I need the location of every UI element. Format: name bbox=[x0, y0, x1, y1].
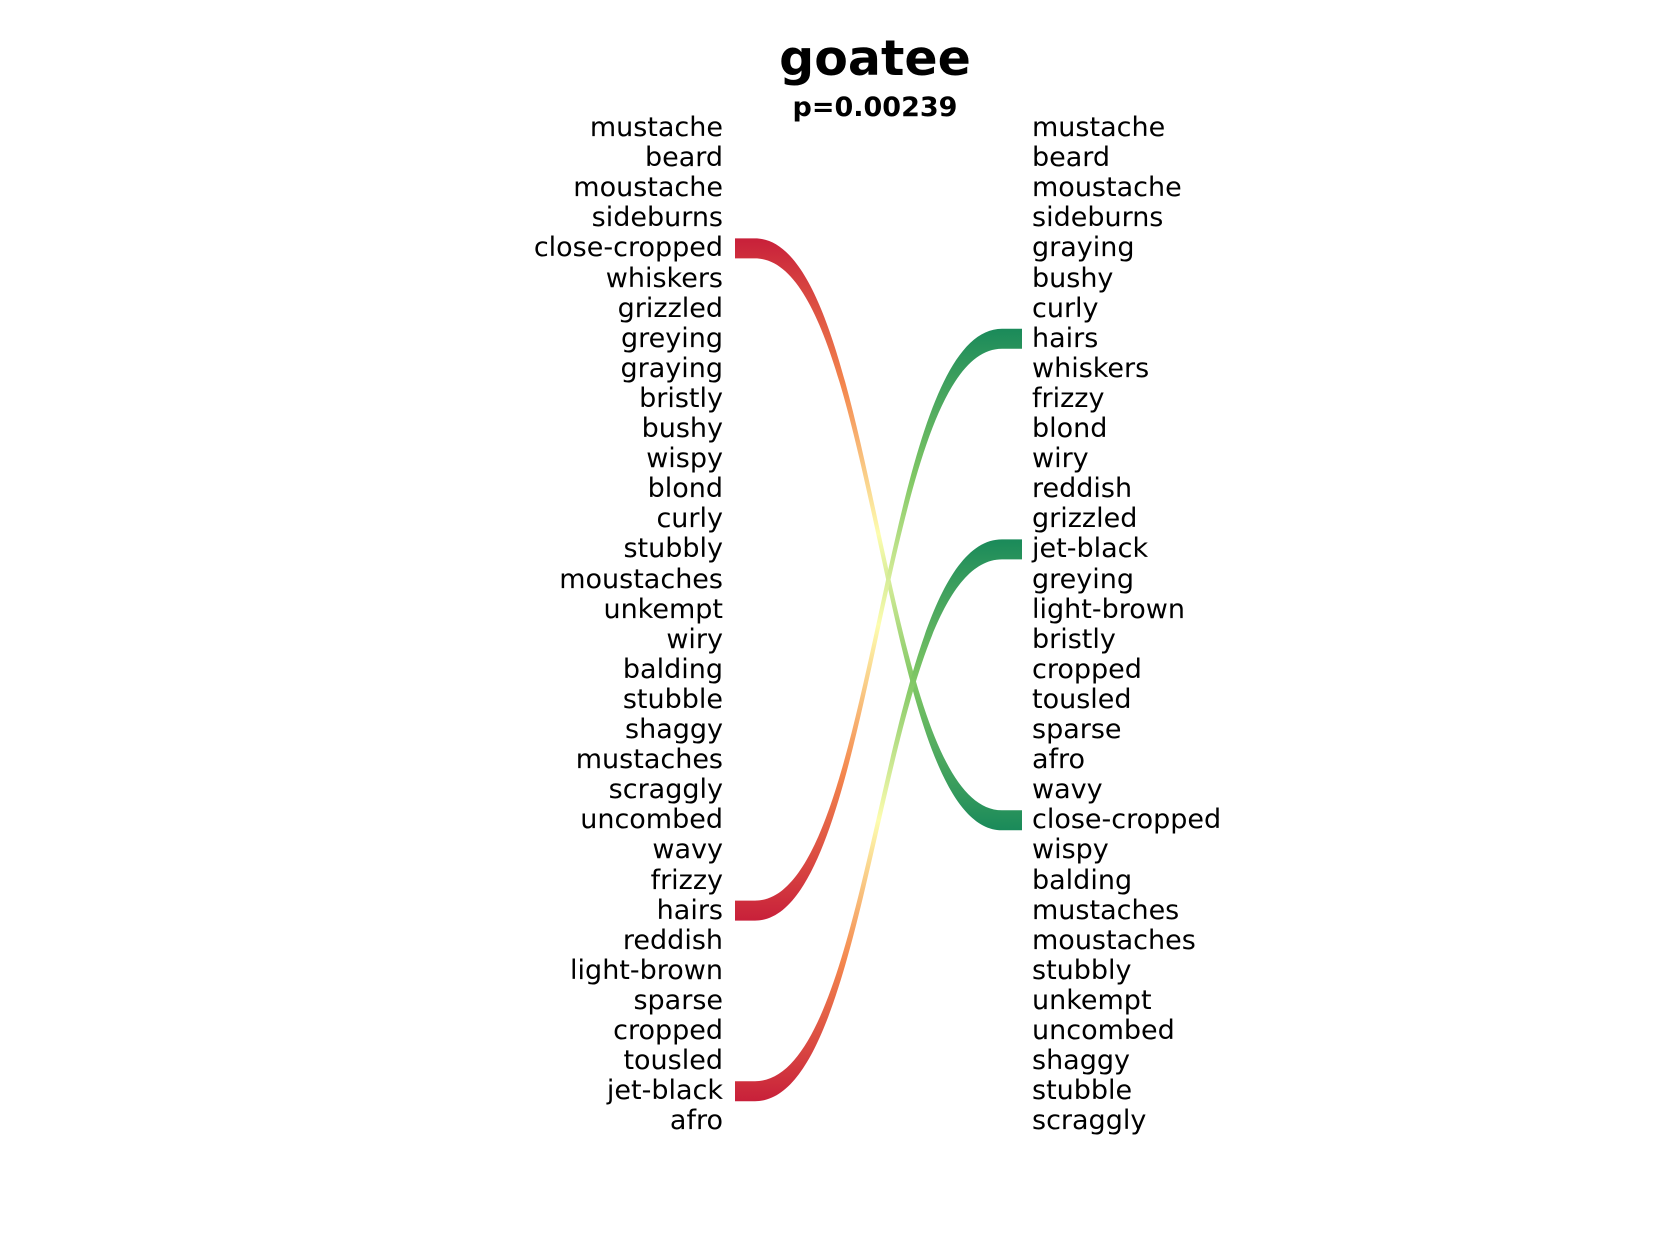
left-word-28: reddish bbox=[622, 924, 723, 956]
left-word-20: stubble bbox=[622, 683, 723, 715]
left-word-24: uncombed bbox=[580, 804, 723, 836]
left-word-21: shaggy bbox=[625, 714, 723, 745]
right-word-5: graying bbox=[1032, 232, 1135, 264]
chart-subtitle: p=0.00239 bbox=[792, 92, 958, 123]
left-word-26: frizzy bbox=[650, 864, 723, 896]
left-word-22: mustaches bbox=[575, 744, 723, 776]
link-hairs bbox=[735, 328, 1022, 921]
left-word-34: afro bbox=[669, 1105, 723, 1137]
right-word-8: hairs bbox=[1032, 322, 1099, 354]
right-word-15: jet-black bbox=[1032, 533, 1149, 565]
link-group bbox=[735, 238, 1022, 1102]
left-word-6: whiskers bbox=[605, 262, 723, 294]
left-word-14: curly bbox=[656, 503, 723, 535]
left-word-10: bristly bbox=[639, 382, 723, 414]
right-word-13: reddish bbox=[1032, 473, 1133, 505]
right-word-4: sideburns bbox=[1032, 202, 1164, 234]
right-word-19: cropped bbox=[1032, 653, 1142, 685]
chart-title: goatee bbox=[779, 30, 971, 87]
left-word-29: light-brown bbox=[570, 954, 723, 986]
right-word-2: beard bbox=[1032, 142, 1111, 174]
right-word-21: sparse bbox=[1032, 714, 1122, 745]
right-word-24: close-cropped bbox=[1032, 804, 1222, 836]
left-word-5: close-cropped bbox=[533, 232, 723, 264]
right-word-26: balding bbox=[1032, 864, 1133, 896]
left-word-18: wiry bbox=[666, 623, 723, 655]
left-word-11: bushy bbox=[641, 413, 723, 444]
left-word-3: moustache bbox=[573, 172, 723, 204]
left-word-27: hairs bbox=[656, 894, 723, 926]
right-word-31: uncombed bbox=[1032, 1015, 1175, 1046]
left-word-17: unkempt bbox=[603, 593, 723, 625]
right-word-34: scraggly bbox=[1032, 1105, 1147, 1137]
right-word-16: greying bbox=[1032, 563, 1134, 595]
right-word-7: curly bbox=[1032, 292, 1099, 324]
left-word-33: jet-black bbox=[606, 1075, 723, 1107]
left-word-30: sparse bbox=[633, 984, 723, 1016]
left-word-25: wavy bbox=[652, 834, 723, 866]
left-word-32: tousled bbox=[623, 1045, 723, 1077]
left-word-8: greying bbox=[621, 322, 723, 354]
left-word-12: wispy bbox=[646, 443, 723, 475]
right-word-28: moustaches bbox=[1032, 924, 1196, 956]
right-word-32: shaggy bbox=[1032, 1045, 1130, 1077]
right-word-18: bristly bbox=[1032, 623, 1116, 655]
link-jet-black bbox=[735, 539, 1022, 1102]
left-word-13: blond bbox=[647, 473, 723, 505]
left-word-9: graying bbox=[620, 352, 723, 384]
right-word-1: mustache bbox=[1032, 112, 1166, 143]
left-word-15: stubbly bbox=[623, 533, 723, 565]
left-word-7: grizzled bbox=[617, 292, 723, 324]
left-word-4: sideburns bbox=[591, 202, 723, 234]
right-word-23: wavy bbox=[1032, 774, 1103, 806]
right-word-14: grizzled bbox=[1032, 503, 1138, 535]
right-word-29: stubbly bbox=[1032, 954, 1132, 986]
left-word-23: scraggly bbox=[608, 774, 723, 806]
left-word-31: cropped bbox=[613, 1015, 723, 1046]
right-word-3: moustache bbox=[1032, 172, 1182, 204]
right-word-30: unkempt bbox=[1032, 984, 1152, 1016]
left-word-16: moustaches bbox=[559, 563, 723, 595]
right-word-17: light-brown bbox=[1032, 593, 1185, 625]
right-word-11: blond bbox=[1032, 413, 1108, 444]
right-word-22: afro bbox=[1032, 744, 1086, 776]
right-word-9: whiskers bbox=[1032, 352, 1150, 384]
right-word-25: wispy bbox=[1032, 834, 1109, 866]
right-word-6: bushy bbox=[1032, 262, 1114, 294]
right-word-33: stubble bbox=[1032, 1075, 1133, 1107]
right-word-20: tousled bbox=[1032, 683, 1132, 715]
left-word-1: mustache bbox=[589, 112, 723, 143]
right-word-27: mustaches bbox=[1032, 894, 1180, 926]
link-close-cropped bbox=[735, 238, 1022, 831]
right-word-10: frizzy bbox=[1032, 382, 1105, 414]
left-word-2: beard bbox=[644, 142, 723, 174]
right-word-12: wiry bbox=[1032, 443, 1089, 475]
left-word-19: balding bbox=[622, 653, 723, 685]
